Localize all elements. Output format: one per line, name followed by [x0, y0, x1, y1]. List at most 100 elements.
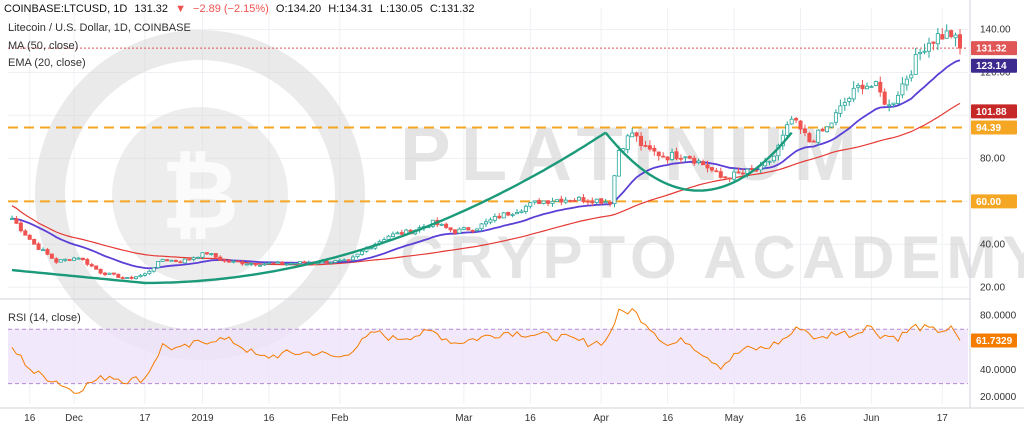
candle-body	[860, 84, 865, 90]
candle-body	[639, 135, 644, 146]
rsi-tag-bg	[971, 333, 1017, 348]
candle-body	[293, 262, 298, 265]
candle-body	[900, 83, 905, 96]
candle-body	[218, 256, 223, 261]
candle-body	[599, 198, 604, 204]
candle-body	[856, 84, 861, 88]
candle-body	[67, 259, 72, 261]
time-tick-label: 17	[139, 413, 151, 424]
candle-body	[537, 200, 542, 205]
candle-body	[882, 91, 887, 105]
candle-body	[244, 263, 249, 266]
candle-body	[922, 50, 927, 53]
candle-body	[647, 145, 652, 150]
cup-left-curve	[11, 131, 607, 285]
candle-body	[209, 253, 214, 255]
candle-body	[913, 54, 918, 75]
candle-body	[603, 201, 608, 204]
time-tick-label: Jun	[863, 413, 879, 424]
candle-body	[120, 277, 125, 280]
candle-body	[452, 229, 457, 234]
ohlc-close: C:131.32	[429, 3, 475, 15]
candle-body	[187, 258, 192, 261]
rsi-tick-label: 40.0000	[980, 365, 1017, 376]
candle-body	[581, 197, 586, 202]
candle-body	[94, 265, 99, 270]
candle-body	[807, 133, 812, 143]
candle-body	[727, 177, 732, 180]
candle-body	[151, 267, 156, 272]
candle-body	[709, 167, 714, 171]
candle-body	[63, 258, 68, 261]
candle-body	[103, 272, 108, 275]
candle-body	[439, 223, 444, 226]
price-tick-label: 80.00	[980, 153, 1005, 164]
candle-body	[333, 260, 338, 263]
candle-body	[590, 200, 595, 204]
last-price: 131.32	[134, 3, 168, 15]
price-tags: 131.32 123.14 101.88 94.39 60.00 61.7329	[971, 41, 1017, 348]
ma-50-path	[11, 102, 961, 266]
time-tick-label: Dec	[65, 413, 83, 424]
candle-body	[297, 261, 302, 264]
time-tick-label: 16	[525, 413, 537, 424]
candle-body	[878, 81, 883, 93]
candle-body	[554, 199, 559, 202]
ema-20-path	[11, 59, 961, 270]
candle-body	[789, 118, 794, 125]
candle-body	[36, 243, 41, 250]
candle-body	[222, 259, 227, 262]
candle-body	[98, 268, 103, 274]
candle-body	[842, 102, 847, 106]
price-tick-label: 140.00	[980, 24, 1011, 35]
candle-body	[683, 156, 688, 159]
legend-title: Litecoin / U.S. Dollar, 1D, COINBASE	[8, 22, 191, 34]
candle-body	[958, 34, 963, 49]
time-tick-label: 16	[263, 413, 275, 424]
candle-body	[178, 261, 183, 264]
candle-body	[802, 128, 807, 134]
candle-body	[85, 259, 90, 265]
candle-body	[173, 260, 178, 262]
rsi-tick-label: 20.0000	[980, 392, 1017, 403]
price-change: −2.89 (−2.15%)	[193, 3, 269, 15]
candle-body	[767, 160, 772, 163]
candle-body	[457, 228, 462, 234]
candle-body	[235, 260, 240, 263]
candle-body	[829, 122, 834, 128]
candle-body	[510, 213, 515, 216]
watermark-line1: PLATINUM	[400, 112, 867, 197]
time-tick-label: May	[725, 413, 744, 424]
legend-ema[interactable]: EMA (20, close)	[8, 57, 86, 69]
candle-body	[864, 85, 869, 90]
candle-body	[665, 156, 670, 161]
candle-body	[200, 252, 205, 258]
candle-body	[125, 277, 130, 279]
candle-body	[625, 135, 630, 150]
candle-body	[652, 147, 657, 152]
candle-body	[80, 257, 85, 260]
candle-body	[643, 145, 648, 147]
legend-ma[interactable]: MA (50, close)	[8, 40, 79, 52]
candle-body	[634, 132, 639, 137]
legend-rsi[interactable]: RSI (14, close)	[8, 312, 81, 324]
candle-body	[678, 157, 683, 160]
candle-body	[23, 230, 28, 236]
candle-body	[466, 227, 471, 231]
candle-body	[847, 97, 852, 102]
candle-body	[687, 156, 692, 159]
price-tick-label: 120.00	[980, 67, 1011, 78]
candle-body	[918, 51, 923, 55]
candle-body	[390, 233, 395, 237]
candle-body	[169, 259, 174, 262]
candle-body	[895, 94, 900, 104]
candle-body	[740, 172, 745, 175]
candle-body	[585, 200, 590, 203]
candle-body	[142, 273, 147, 276]
candle-body	[284, 263, 289, 266]
candle-body	[240, 261, 245, 265]
candle-body	[523, 205, 528, 212]
candle-body	[116, 273, 121, 278]
candle-body	[528, 202, 533, 207]
candle-body	[811, 140, 816, 143]
